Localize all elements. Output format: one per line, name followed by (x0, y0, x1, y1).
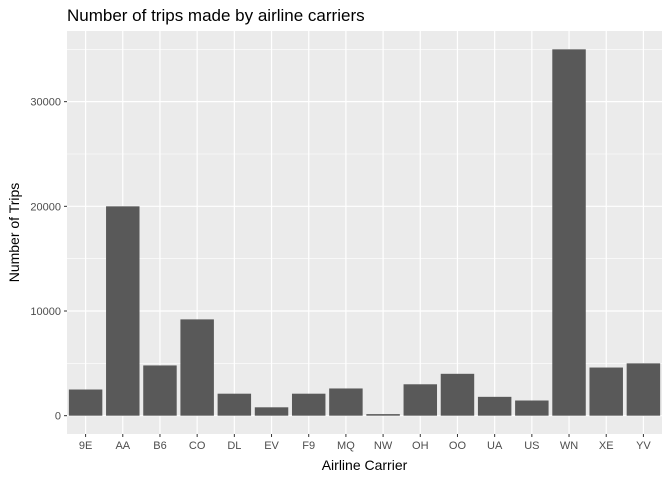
bar-xe (589, 367, 623, 416)
y-axis-ticks: 0 10000 20000 30000 (30, 97, 67, 423)
x-tick-label: B6 (153, 440, 166, 452)
y-tick-label: 10000 (30, 306, 61, 318)
x-tick-label: CO (189, 440, 206, 452)
bar-oo (440, 373, 475, 416)
bar-oh (403, 384, 438, 416)
y-tick-label: 0 (55, 411, 61, 423)
x-tick-label: US (524, 440, 539, 452)
x-axis-ticks: 9E AA B6 CO DL EV F9 MQ NW OH OO UA US WN XE YV (79, 434, 651, 452)
bars (68, 49, 661, 416)
bar-aa (106, 206, 140, 416)
bar-ev (254, 407, 289, 416)
bar-co (180, 319, 214, 416)
x-tick-label: DL (227, 440, 241, 452)
x-tick-label: F9 (302, 440, 315, 452)
bar-us (515, 400, 549, 416)
bar-dl (217, 393, 252, 416)
x-tick-label: YV (636, 440, 651, 452)
x-tick-label: EV (264, 440, 279, 452)
x-axis-title: Airline Carrier (322, 457, 408, 473)
y-axis-title: Number of Trips (6, 183, 22, 283)
bar-yv (626, 363, 661, 416)
bar-ua (477, 396, 512, 416)
bar-f9 (291, 393, 326, 416)
x-tick-label: XE (599, 440, 614, 452)
bar-9e (68, 389, 103, 416)
chart-title: Number of trips made by airline carriers (67, 6, 365, 25)
x-tick-label: MQ (337, 440, 355, 452)
bar-mq (329, 388, 363, 416)
bar-wn (552, 49, 586, 416)
y-tick-label: 20000 (30, 201, 61, 213)
x-tick-label: OO (449, 440, 467, 452)
x-tick-label: OH (412, 440, 429, 452)
x-tick-label: NW (374, 440, 393, 452)
y-tick-label: 30000 (30, 97, 61, 109)
bar-nw (366, 414, 400, 416)
x-tick-label: AA (115, 440, 130, 452)
x-tick-label: 9E (79, 440, 92, 452)
x-tick-label: WN (560, 440, 578, 452)
bar-b6 (143, 365, 177, 416)
x-tick-label: UA (487, 440, 503, 452)
